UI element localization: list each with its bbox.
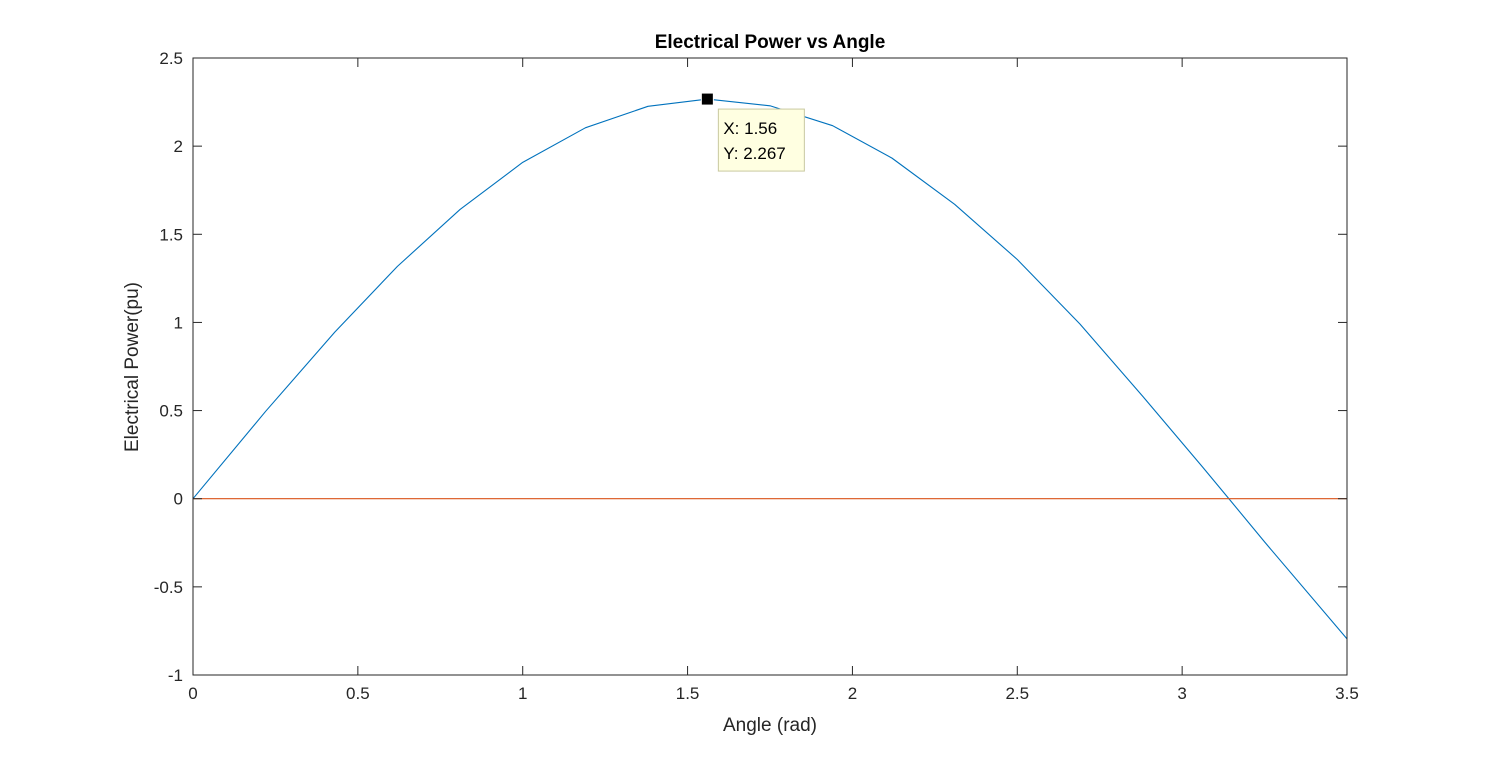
x-tick-label: 3 [1177, 684, 1186, 703]
x-tick-label: 1.5 [676, 684, 700, 703]
y-tick-label: -1 [168, 666, 183, 685]
datatip-box [717, 108, 805, 172]
x-tick-label: 1 [518, 684, 527, 703]
datatip-y-label: Y: 2.267 [723, 144, 785, 163]
y-tick-label: 1 [174, 313, 183, 332]
y-axis: -1 -0.5 0 0.5 1 1.5 2 2.5 [154, 49, 1347, 685]
datatip: X: 1.56 Y: 2.267 [700, 92, 805, 172]
chart-title: Electrical Power vs Angle [655, 32, 886, 53]
x-tick-label: 2.5 [1005, 684, 1029, 703]
x-axis-title: Angle (rad) [723, 715, 817, 736]
y-tick-label: 0.5 [159, 402, 183, 421]
x-tick-label: 0.5 [346, 684, 370, 703]
x-tick-label: 2 [848, 684, 857, 703]
plot-box [192, 57, 1348, 676]
y-tick-label: 2.5 [159, 49, 183, 68]
y-axis-title: Electrical Power(pu) [122, 282, 143, 452]
y-tick-label: 1.5 [159, 225, 183, 244]
y-tick-label: 2 [174, 137, 183, 156]
y-tick-label: 0 [174, 490, 183, 509]
x-tick-label: 3.5 [1335, 684, 1359, 703]
y-tick-label: -0.5 [154, 578, 183, 597]
datatip-marker [700, 92, 714, 106]
datatip-x-label: X: 1.56 [723, 119, 777, 138]
x-axis: 0 0.5 1 1.5 2 2.5 3 3.5 [188, 58, 1359, 703]
x-tick-label: 0 [188, 684, 197, 703]
